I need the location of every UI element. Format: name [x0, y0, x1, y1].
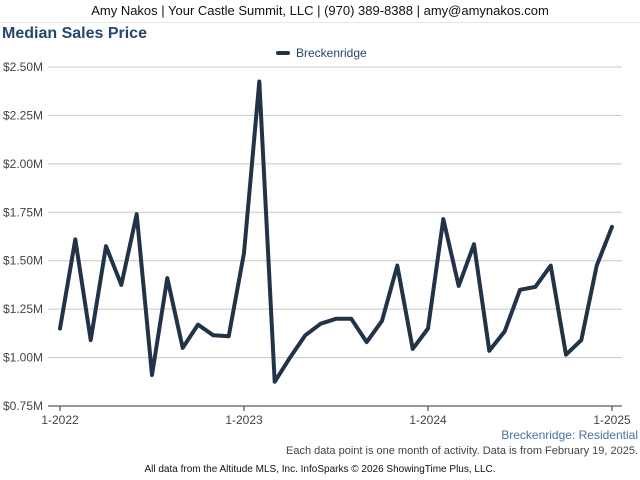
y-tick-label: $2.25M	[3, 108, 43, 122]
y-tick-label: $1.75M	[3, 205, 43, 219]
legend-label: Breckenridge	[296, 46, 367, 60]
header-contact: Amy Nakos | Your Castle Summit, LLC | (9…	[0, 0, 640, 23]
footer-credit: All data from the Altitude MLS, Inc. Inf…	[144, 464, 496, 475]
y-tick-label: $2.00M	[3, 157, 43, 171]
chart-title: Median Sales Price	[2, 25, 147, 42]
y-tick-label: $2.50M	[3, 60, 43, 74]
legend: Breckenridge	[276, 46, 367, 60]
y-tick-label: $0.75M	[3, 399, 43, 413]
y-tick-label: $1.50M	[3, 254, 43, 268]
x-tick-label: 1-2024	[409, 413, 447, 427]
legend-swatch	[276, 51, 290, 55]
y-tick-label: $1.00M	[3, 351, 43, 365]
series-line-breckenridge	[58, 79, 614, 384]
x-tick-label: 1-2025	[593, 413, 631, 427]
chart-subtitle: Breckenridge: Residential	[501, 428, 638, 442]
x-tick-label: 1-2022	[41, 413, 79, 427]
y-tick-label: $1.25M	[3, 302, 43, 316]
data-note: Each data point is one month of activity…	[286, 445, 638, 457]
x-tick-label: 1-2023	[225, 413, 263, 427]
